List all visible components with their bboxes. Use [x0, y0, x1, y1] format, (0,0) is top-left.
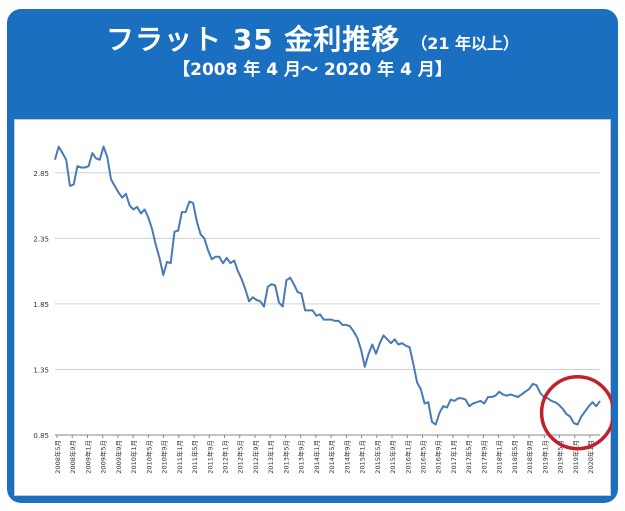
- x-tick-label: 2019年1月: [540, 440, 549, 474]
- x-tick-label: 2012年1月: [221, 440, 230, 474]
- y-tick-label: 1.35: [33, 366, 49, 374]
- x-tick-label: 2009年5月: [99, 440, 108, 474]
- series-line: [54, 145, 601, 426]
- x-tick-label: 2010年5月: [144, 440, 153, 474]
- chart-title: フラット 35 金利推移 （21 年以上）: [7, 23, 618, 61]
- x-tick-label: 2009年1月: [83, 440, 92, 474]
- x-tick-label: 2020年1月: [586, 440, 595, 474]
- x-tick-label: 2012年9月: [251, 440, 260, 474]
- x-tick-label: 2015年1月: [358, 440, 367, 474]
- x-tick-label: 2009年9月: [114, 440, 123, 474]
- x-tick-label: 2012年5月: [236, 440, 245, 474]
- x-tick-label: 2016年9月: [434, 440, 443, 474]
- x-tick-label: 2008年5月: [53, 440, 62, 474]
- chart-title-suffix: （21 年以上）: [411, 34, 520, 53]
- x-tick-label: 2014年1月: [312, 440, 321, 474]
- x-tick-label: 2018年5月: [510, 440, 519, 474]
- y-tick-label: 2.35: [33, 235, 49, 243]
- x-tick-label: 2013年1月: [266, 440, 275, 474]
- x-tick-label: 2016年5月: [418, 440, 427, 474]
- chart-title-text: フラット 35 金利推移: [105, 23, 401, 56]
- title-frame: フラット 35 金利推移 （21 年以上） 【2008 年 4 月～ 2020 …: [7, 9, 618, 503]
- x-tick-label: 2019年5月: [556, 440, 565, 474]
- x-tick-label: 2015年5月: [373, 440, 382, 474]
- x-tick-label: 2014年9月: [342, 440, 351, 474]
- x-tick-label: 2011年5月: [190, 440, 199, 474]
- highlight-circle: [539, 374, 612, 451]
- x-tick-label: 2016年1月: [403, 440, 412, 474]
- y-tick-label: 2.85: [33, 170, 49, 178]
- x-tick-label: 2015年9月: [388, 440, 397, 474]
- x-tick-label: 2017年1月: [449, 440, 458, 474]
- x-tick-label: 2014年5月: [327, 440, 336, 474]
- chart-period: 【2008 年 4 月～ 2020 年 4 月】: [173, 60, 452, 80]
- x-tick-label: 2011年9月: [205, 440, 214, 474]
- x-tick-label: 2017年9月: [479, 440, 488, 474]
- x-tick-label: 2018年1月: [495, 440, 504, 474]
- x-tick-label: 2013年9月: [297, 440, 306, 474]
- x-tick-label: 2008年9月: [68, 440, 77, 474]
- x-tick-label: 2010年9月: [160, 440, 169, 474]
- x-tick-label: 2011年1月: [175, 440, 184, 474]
- y-tick-label: 0.85: [33, 432, 49, 440]
- line-chart: 0.85 1.35 1.85 2.35 2.85 2008年5月 2008年9月 2009年1…: [33, 145, 612, 474]
- chart-panel: 0.85 1.35 1.85 2.35 2.85 2008年5月 2008年9月 2009年1…: [14, 119, 612, 496]
- x-tick-label: 2018年9月: [525, 440, 534, 474]
- x-tick-label: 2010年1月: [129, 440, 138, 474]
- x-tick-label: 2013年5月: [281, 440, 290, 474]
- y-tick-label: 1.85: [33, 301, 49, 309]
- x-tick-label: 2019年9月: [571, 440, 580, 474]
- x-tick-label: 2017年5月: [464, 440, 473, 474]
